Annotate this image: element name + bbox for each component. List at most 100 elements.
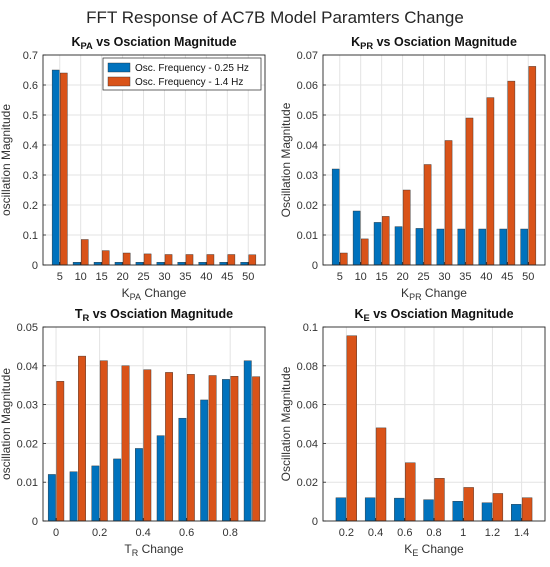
- bar: [511, 504, 522, 522]
- axes-box: [322, 326, 546, 522]
- bar: [481, 502, 493, 522]
- x-tick-label: 40: [200, 271, 212, 283]
- x-tick-label: 15: [376, 271, 388, 283]
- x-tick-label: 30: [438, 271, 450, 283]
- bar: [335, 497, 347, 522]
- bar: [434, 478, 445, 522]
- x-tick-label: 1.2: [485, 527, 500, 539]
- bar: [143, 369, 152, 522]
- bar: [51, 69, 60, 266]
- x-tick-label: 15: [96, 271, 108, 283]
- y-tick-label: 0: [32, 516, 38, 528]
- y-tick-label: 0.05: [17, 322, 38, 334]
- y-axis-label: oscillation Magnitude: [0, 368, 13, 480]
- x-tick-label: 0.6: [179, 527, 194, 539]
- x-tick-label: 1.4: [514, 527, 529, 539]
- x-tick-label: 25: [137, 271, 149, 283]
- bar: [143, 253, 152, 266]
- chart-panel-2: 0 0.01 0.02 0.03 0.04 0.05 0.06 0.07 5 10 15 20 25 30…: [279, 35, 546, 302]
- bar: [113, 458, 122, 522]
- bar: [186, 374, 195, 522]
- y-tick-label: 0.02: [297, 477, 318, 489]
- bar: [248, 254, 257, 266]
- y-tick-label: 0.3: [23, 170, 38, 182]
- bar: [360, 238, 369, 266]
- bar: [91, 465, 100, 522]
- bar: [156, 435, 165, 522]
- figure-title: FFT Response of AC7B Model Paramters Cha…: [86, 8, 464, 27]
- bar: [492, 493, 504, 522]
- bar: [243, 360, 252, 522]
- y-tick-label: 0.04: [297, 438, 318, 450]
- bar: [200, 399, 209, 522]
- y-tick-label: 0.01: [17, 477, 38, 489]
- bar: [346, 335, 357, 522]
- axes-box: [322, 54, 546, 266]
- y-tick-label: 0.1: [303, 322, 318, 334]
- bar: [415, 228, 424, 266]
- y-axis-label: Oscillation Magnitude: [279, 102, 293, 217]
- bar: [60, 72, 68, 266]
- bar: [352, 210, 361, 266]
- y-tick-label: 0: [312, 516, 318, 528]
- bar: [122, 252, 131, 266]
- x-tick-label: 50: [242, 271, 254, 283]
- x-tick-label: 5: [57, 271, 63, 283]
- bar: [331, 168, 340, 266]
- y-tick-label: 0.04: [17, 361, 38, 373]
- y-tick-label: 0.07: [297, 50, 318, 62]
- bar: [56, 381, 65, 522]
- series-2: [346, 335, 533, 522]
- bar: [402, 189, 411, 266]
- bar: [373, 222, 382, 266]
- bar: [135, 448, 143, 522]
- bar: [364, 497, 376, 522]
- x-tick-label: 0.8: [223, 527, 238, 539]
- x-tick-label: 20: [396, 271, 408, 283]
- bar: [457, 228, 466, 266]
- y-tick-label: 0.4: [23, 140, 38, 152]
- x-tick-label: 35: [459, 271, 471, 283]
- x-axis-label: TR Change: [124, 542, 184, 558]
- bar: [423, 499, 434, 522]
- y-tick-label: 0.06: [297, 80, 318, 92]
- x-tick-label: 30: [158, 271, 170, 283]
- bar: [340, 252, 348, 266]
- y-tick-label: 0.5: [23, 110, 38, 122]
- legend: Osc. Frequency - 0.25 Hz Osc. Frequency -…: [102, 57, 262, 91]
- panel-title: TR vs Osciation Magnitude: [75, 307, 233, 323]
- x-tick-label: 35: [179, 271, 191, 283]
- y-tick-label: 0: [32, 260, 38, 272]
- bar: [375, 427, 387, 522]
- bar: [222, 379, 230, 522]
- x-tick-label: 45: [501, 271, 513, 283]
- bar: [185, 254, 194, 266]
- x-tick-label: 0.2: [339, 527, 354, 539]
- chart-panel-4: 0 0.02 0.04 0.06 0.08 0.1 0.2 0.4 0.6 0.8 1 1.2 1.4 K…: [279, 307, 546, 558]
- x-axis-label: KPA Change: [122, 286, 187, 302]
- x-tick-label: 40: [480, 271, 492, 283]
- bar: [101, 250, 110, 266]
- y-axis-label: Oscillation Magnitude: [279, 366, 293, 481]
- y-tick-label: 0.04: [297, 140, 318, 152]
- bar: [465, 117, 474, 266]
- bar: [78, 355, 86, 522]
- bar: [478, 228, 487, 266]
- y-tick-label: 0.03: [297, 170, 318, 182]
- y-tick-label: 0.06: [297, 400, 318, 412]
- y-tick-label: 0.02: [297, 200, 318, 212]
- chart-panel-1: 0 0.1 0.2 0.3 0.4 0.5 0.6 0.7 5 10 15 20 25 30 35 40 45 5…: [0, 35, 266, 302]
- bar: [486, 97, 495, 266]
- bar: [444, 140, 453, 266]
- axes-box: [42, 326, 266, 522]
- bar: [121, 365, 130, 522]
- x-tick-label: 25: [417, 271, 429, 283]
- bar: [463, 487, 474, 522]
- x-axis-label: KE Change: [404, 542, 464, 558]
- series-2: [56, 355, 261, 522]
- x-tick-label: 50: [522, 271, 534, 283]
- bar: [252, 376, 261, 522]
- y-tick-label: 0.03: [17, 400, 38, 412]
- bar: [230, 376, 239, 522]
- bar: [521, 497, 533, 522]
